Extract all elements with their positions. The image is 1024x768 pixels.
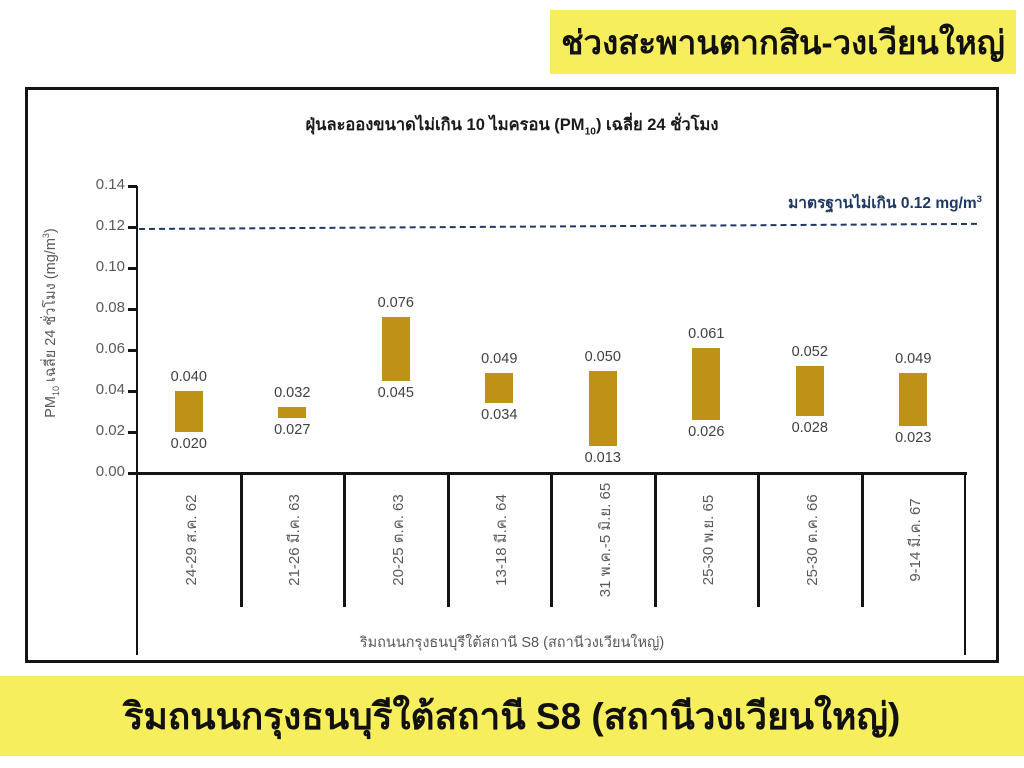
bar-max-label: 0.076 (377, 295, 414, 312)
bar-max-label: 0.052 (791, 344, 828, 361)
range-bar (899, 372, 928, 426)
y-tick-label: 0.06 (95, 340, 125, 357)
x-category-label: 25-30 ต.ค. 66 (803, 494, 821, 586)
y-tick-label: 0.04 (95, 381, 125, 398)
category-divider (757, 473, 760, 607)
y-axis-title-subscript: 10 (50, 386, 61, 397)
range-bar (485, 372, 514, 404)
y-axis-title-mid: เฉลี่ย 24 ชั่วโมง (mg/m (43, 238, 59, 387)
chart-title-suffix: ) เฉลี่ย 24 ชั่วโมง (595, 116, 719, 134)
chart-title-prefix: ฝุ่นละอองขนาดไม่เกิน 10 ไมครอน (PM (305, 116, 585, 134)
bar-max-label: 0.032 (274, 385, 311, 402)
y-tick-label: 0.08 (95, 299, 125, 316)
x-category-label: 31 พ.ค.-5 มิ.ย. 65 (596, 482, 614, 598)
y-axis-title-close: ) (43, 228, 59, 234)
y-tick (128, 225, 137, 229)
bar-min-label: 0.023 (895, 429, 932, 446)
y-tick (128, 348, 137, 352)
x-category-label: 20-25 ต.ค. 63 (389, 494, 407, 586)
bar-min-label: 0.026 (688, 423, 725, 440)
footer-banner-text: ริมถนนกรุงธนบุรีใต้สถานี S8 (สถานีวงเวีย… (123, 695, 901, 737)
bar-min-label: 0.028 (791, 419, 828, 436)
chart-frame: ฝุ่นละอองขนาดไม่เกิน 10 ไมครอน (PM10) เฉ… (25, 87, 999, 663)
x-axis-title: ริมถนนกรุงธนบุรีใต้สถานี S8 (สถานีวงเวีย… (359, 635, 665, 651)
y-tick (128, 471, 137, 475)
y-axis-title-superscript: 3 (41, 233, 52, 239)
x-category-label: 21-26 มี.ค. 63 (286, 494, 304, 586)
category-divider (239, 473, 243, 607)
range-bar (381, 317, 410, 381)
range-bar (692, 347, 721, 420)
chart-title: ฝุ่นละอองขนาดไม่เกิน 10 ไมครอน (PM10) เฉ… (28, 112, 996, 138)
y-axis-title-prefix: PM (43, 396, 59, 418)
category-divider (136, 473, 138, 655)
category-divider (653, 473, 657, 607)
y-tick (128, 266, 137, 270)
bar-max-label: 0.049 (895, 350, 932, 367)
y-tick-label: 0.00 (95, 463, 125, 480)
bar-min-label: 0.020 (170, 436, 207, 452)
header-banner-text: ช่วงสะพานตากสิน-วงเวียนใหญ่ (561, 23, 1005, 61)
x-category-label: 9-14 มี.ค. 67 (907, 498, 925, 582)
category-divider (964, 473, 966, 655)
standard-limit-label-text: มาตรฐานไม่เกิน 0.12 mg/m (788, 195, 977, 212)
bar-min-label: 0.045 (377, 384, 414, 401)
bar-max-label: 0.061 (688, 325, 725, 342)
x-category-label: 25-30 พ.ย. 65 (700, 494, 718, 586)
bar-max-label: 0.050 (584, 348, 621, 365)
standard-limit-label-superscript: 3 (976, 193, 982, 205)
range-bar (278, 407, 307, 418)
standard-limit-label: มาตรฐานไม่เกิน 0.12 mg/m3 (788, 190, 982, 215)
bar-max-label: 0.040 (170, 369, 207, 385)
footer-banner: ริมถนนกรุงธนบุรีใต้สถานี S8 (สถานีวงเวีย… (0, 676, 1024, 756)
y-tick (128, 430, 137, 434)
category-divider (860, 473, 864, 607)
category-divider (446, 473, 450, 607)
y-tick-label: 0.12 (95, 217, 125, 234)
y-tick-label: 0.02 (95, 422, 125, 439)
range-bar (795, 366, 824, 416)
category-divider (550, 473, 553, 607)
bar-max-label: 0.049 (481, 350, 518, 367)
x-category-label: 13-18 มี.ค. 64 (493, 494, 511, 586)
y-axis-title: PM10 เฉลี่ย 24 ชั่วโมง (mg/m3) (39, 173, 63, 473)
y-axis-line (136, 186, 138, 655)
range-bar (174, 391, 203, 432)
y-tick (128, 307, 137, 311)
range-bar (588, 370, 617, 447)
bar-min-label: 0.027 (274, 421, 311, 438)
y-tick (128, 184, 137, 188)
header-banner: ช่วงสะพานตากสิน-วงเวียนใหญ่ (550, 10, 1016, 74)
x-category-label: 24-29 ส.ค. 62 (182, 494, 200, 586)
category-divider (343, 473, 346, 607)
y-tick (128, 389, 137, 393)
bar-min-label: 0.034 (481, 407, 518, 424)
standard-limit-line (138, 222, 977, 230)
chart-title-subscript: 10 (584, 126, 596, 138)
y-tick-label: 0.10 (95, 258, 125, 275)
bar-min-label: 0.013 (584, 450, 621, 467)
y-tick-label: 0.14 (95, 176, 125, 193)
